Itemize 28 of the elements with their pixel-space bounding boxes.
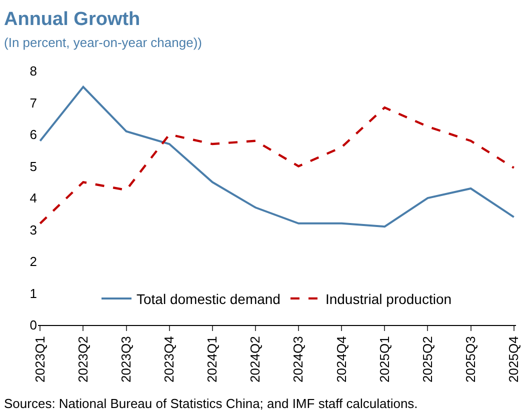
x-tick-label: 2024Q2 <box>248 336 263 382</box>
legend-label: Total domestic demand <box>136 290 280 307</box>
y-tick-label: 6 <box>30 127 37 142</box>
x-tick-label: 2023Q3 <box>118 336 134 382</box>
x-tick-label: 2025Q3 <box>463 336 478 382</box>
x-tick-label: 2023Q4 <box>162 336 177 382</box>
y-tick-label: 4 <box>30 190 37 206</box>
y-tick-label: 5 <box>30 158 37 174</box>
x-tick-label: 2023Q1 <box>32 336 48 382</box>
x-tick-label: 2023Q2 <box>75 336 90 382</box>
y-tick-label: 7 <box>30 95 37 110</box>
x-tick-label: 2024Q3 <box>290 336 306 382</box>
x-tick-label: 2025Q4 <box>506 336 522 382</box>
legend-label: Industrial production <box>325 290 452 307</box>
y-tick-label: 1 <box>30 286 37 301</box>
x-tick-label: 2024Q4 <box>334 336 349 382</box>
chart-subtitle: (In percent, year-on-year change)) <box>4 35 202 50</box>
y-tick-label: 0 <box>30 318 37 333</box>
y-tick-label: 8 <box>30 64 37 79</box>
x-tick-label: 2025Q1 <box>376 336 392 382</box>
x-tick-label: 2025Q2 <box>420 336 435 382</box>
chart-title: Annual Growth <box>4 9 140 30</box>
y-tick-label: 2 <box>30 254 37 270</box>
x-tick-label: 2024Q1 <box>204 336 220 382</box>
source-note: Sources: National Bureau of Statistics China; and IMF staff calculations. <box>4 396 418 411</box>
line-series <box>39 86 515 228</box>
line-series <box>39 106 515 224</box>
y-tick-label: 3 <box>30 222 37 238</box>
